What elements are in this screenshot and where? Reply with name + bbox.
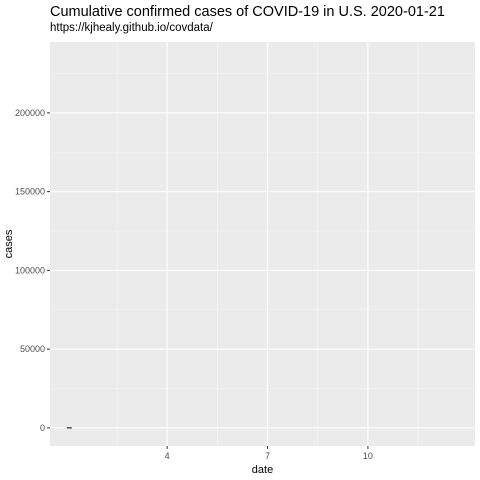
x-tick-label: 4	[165, 451, 170, 461]
y-tick-label: 200000	[15, 108, 45, 118]
y-tick-label: 100000	[15, 265, 45, 275]
grid-minor	[50, 42, 475, 446]
y-tick-label: 50000	[20, 344, 45, 354]
y-tick-label: 0	[40, 423, 45, 433]
y-axis-title: cases	[3, 229, 15, 258]
y-axis: 0 50000 100000 150000 200000	[15, 108, 50, 433]
chart-title: Cumulative confirmed cases of COVID-19 i…	[50, 4, 445, 20]
plot-panel	[50, 42, 475, 446]
y-tick-label: 150000	[15, 187, 45, 197]
grid-major	[50, 42, 475, 446]
x-axis-title: date	[252, 464, 273, 476]
x-axis: 4 7 10	[165, 446, 373, 461]
chart-subtitle: https://kjhealy.github.io/covdata/	[50, 22, 213, 34]
x-tick-label: 10	[363, 451, 373, 461]
x-tick-label: 7	[265, 451, 270, 461]
